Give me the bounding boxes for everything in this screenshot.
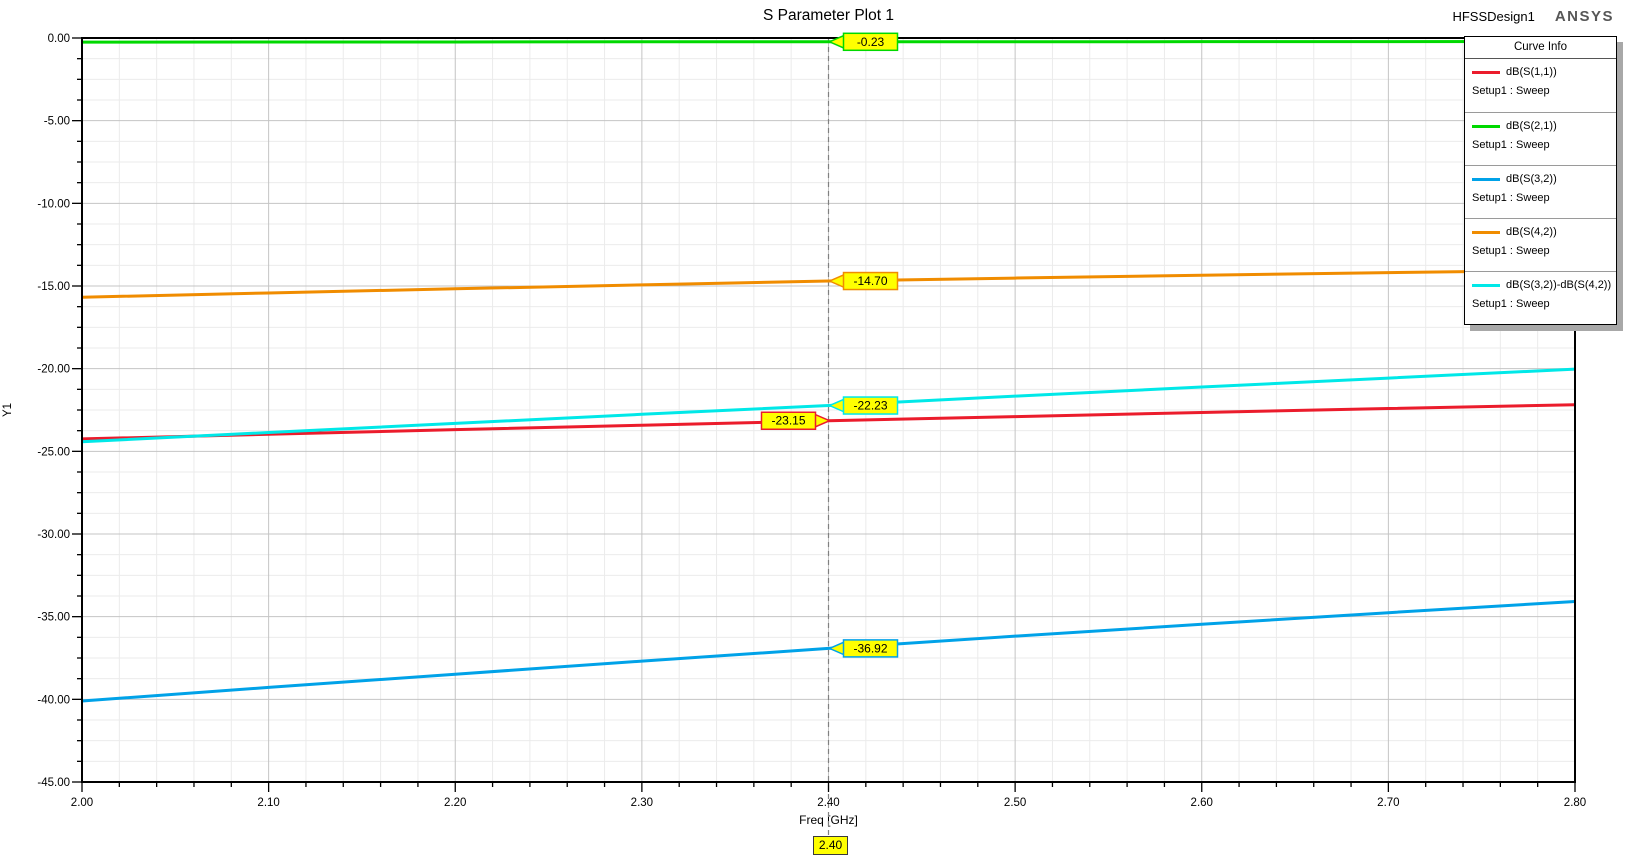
- design-name-label: HFSSDesign1: [1452, 9, 1535, 24]
- svg-text:-45.00: -45.00: [37, 777, 70, 789]
- svg-text:-10.00: -10.00: [37, 198, 70, 210]
- svg-text:-5.00: -5.00: [44, 116, 70, 128]
- svg-text:-0.23: -0.23: [857, 35, 885, 49]
- svg-text:2.30: 2.30: [631, 797, 653, 809]
- legend-entry[interactable]: dB(S(4,2)) Setup1 : Sweep: [1465, 218, 1616, 271]
- legend-curve-name: dB(S(3,2))-dB(S(4,2)): [1506, 279, 1612, 291]
- legend-color-swatch: [1472, 177, 1500, 181]
- svg-text:-36.92: -36.92: [853, 641, 887, 655]
- legend-entry[interactable]: dB(S(3,2))-dB(S(4,2)) Setup1 : Sweep: [1465, 271, 1616, 324]
- svg-text:-25.00: -25.00: [37, 446, 70, 458]
- x-axis-label: Freq [GHz]: [799, 813, 858, 827]
- legend-curve-name: dB(S(2,1)): [1506, 120, 1557, 132]
- legend-curve-info[interactable]: Curve Info dB(S(1,1)) Setup1 : Sweep dB(…: [1464, 36, 1617, 325]
- legend-color-swatch: [1472, 230, 1500, 234]
- legend-curve-name: dB(S(1,1)): [1506, 66, 1557, 78]
- svg-text:2.70: 2.70: [1377, 797, 1399, 809]
- svg-text:-35.00: -35.00: [37, 612, 70, 624]
- header-branding: HFSSDesign1 ANSYS: [1452, 8, 1614, 25]
- legend-color-swatch: [1472, 124, 1500, 128]
- y-tick-labels: 0.00 -5.00 -10.00 -15.00 -20.00 -25.00 -30.00 -…: [37, 33, 70, 789]
- x-tick-labels: 2.00 2.10 2.20 2.30 2.40 2.50 2.60 2.70 2.80: [71, 797, 1586, 809]
- svg-text:-30.00: -30.00: [37, 529, 70, 541]
- svg-text:-15.00: -15.00: [37, 281, 70, 293]
- svg-text:2.80: 2.80: [1564, 797, 1586, 809]
- legend-curve-setup: Setup1 : Sweep: [1472, 245, 1550, 257]
- marker-callout-dbs32[interactable]: -36.92: [827, 639, 899, 658]
- svg-text:2.00: 2.00: [71, 797, 93, 809]
- svg-text:2.40: 2.40: [817, 797, 839, 809]
- legend-curve-setup: Setup1 : Sweep: [1472, 139, 1550, 151]
- marker-callout-dbs42[interactable]: -14.70: [827, 271, 899, 291]
- svg-text:2.50: 2.50: [1004, 797, 1026, 809]
- svg-text:-22.23: -22.23: [853, 399, 887, 413]
- svg-text:2.20: 2.20: [444, 797, 466, 809]
- legend-curve-name: dB(S(4,2)): [1506, 226, 1557, 238]
- legend-curve-setup: Setup1 : Sweep: [1472, 298, 1550, 310]
- legend-color-swatch: [1472, 283, 1500, 287]
- svg-text:-20.00: -20.00: [37, 364, 70, 376]
- svg-text:2.60: 2.60: [1191, 797, 1213, 809]
- svg-text:2.10: 2.10: [257, 797, 279, 809]
- axis-ticks: [72, 37, 1576, 792]
- marker-callout-dbs32dbs42[interactable]: -22.23: [827, 396, 899, 415]
- marker-frequency-box[interactable]: 2.40: [813, 836, 848, 855]
- legend-curve-setup: Setup1 : Sweep: [1472, 85, 1550, 97]
- legend-curve-name: dB(S(3,2)): [1506, 173, 1557, 185]
- marker-callout-dbs11[interactable]: -23.15: [760, 411, 832, 430]
- svg-text:-40.00: -40.00: [37, 694, 70, 706]
- legend-title: Curve Info: [1465, 37, 1616, 59]
- legend-entry[interactable]: dB(S(2,1)) Setup1 : Sweep: [1465, 112, 1616, 165]
- svg-text:-23.15: -23.15: [771, 414, 805, 428]
- svg-text:-14.70: -14.70: [853, 274, 887, 288]
- svg-text:0.00: 0.00: [48, 33, 70, 45]
- ansys-logo: ANSYS: [1554, 8, 1614, 25]
- legend-color-swatch: [1472, 70, 1500, 74]
- legend-curve-setup: Setup1 : Sweep: [1472, 192, 1550, 204]
- marker-callout-dbs21[interactable]: -0.23: [827, 32, 899, 52]
- plot-title: S Parameter Plot 1: [763, 7, 894, 24]
- legend-entry[interactable]: dB(S(1,1)) Setup1 : Sweep: [1465, 59, 1616, 112]
- legend-entry[interactable]: dB(S(3,2)) Setup1 : Sweep: [1465, 165, 1616, 218]
